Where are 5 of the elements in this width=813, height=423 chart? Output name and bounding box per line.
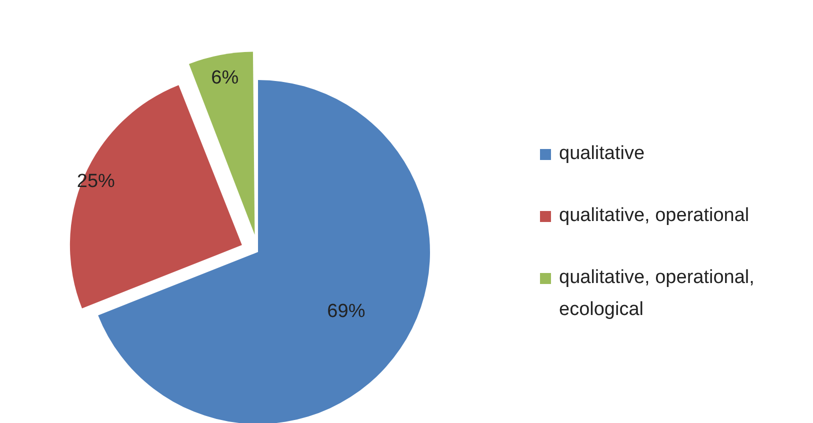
legend-label: qualitative, operational xyxy=(559,204,750,228)
legend-label: qualitative, operational, ecological xyxy=(559,266,756,322)
data-label: 6% xyxy=(211,68,239,89)
data-label: 69% xyxy=(327,301,366,322)
legend-label: qualitative xyxy=(559,142,645,166)
